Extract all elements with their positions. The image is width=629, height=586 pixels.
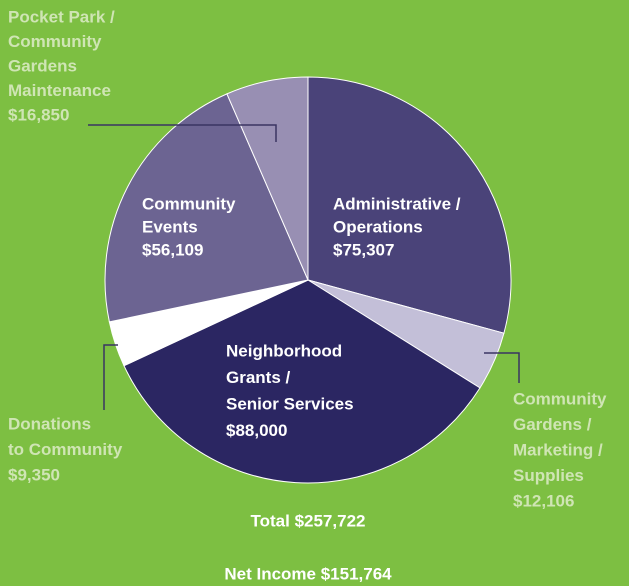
slice-label: Neighborhood xyxy=(226,341,342,360)
slice-label: Community xyxy=(513,389,607,408)
slice-label: Senior Services xyxy=(226,394,354,413)
pie-slice xyxy=(226,76,309,281)
value-label: $16,850 xyxy=(8,105,69,124)
slice-label: Operations xyxy=(333,217,423,236)
slice-label: Pocket Park / xyxy=(8,7,115,26)
slice-label: Gardens xyxy=(8,56,77,75)
value-label: $9,350 xyxy=(8,465,60,484)
slice-label: Events xyxy=(142,217,198,236)
slice-label: Marketing / xyxy=(513,440,603,459)
slice-label: Donations xyxy=(8,414,91,433)
pie-slice xyxy=(307,76,512,334)
slice-label: to Community xyxy=(8,440,123,459)
net-income-label: Net Income $151,764 xyxy=(224,564,392,583)
slice-label: Grants / xyxy=(226,368,291,387)
leader-line xyxy=(103,344,118,410)
leader-line xyxy=(484,352,520,383)
value-label: $12,106 xyxy=(513,491,574,510)
total-label: Total $257,722 xyxy=(251,511,366,530)
slice-label: Maintenance xyxy=(8,81,111,100)
slice-label: Administrative / xyxy=(333,194,461,213)
value-label: $88,000 xyxy=(226,421,287,440)
leader-line xyxy=(88,124,277,142)
pie-slice xyxy=(123,279,481,484)
pie-slice xyxy=(104,93,309,323)
slice-label: Community xyxy=(8,32,102,51)
value-label: $75,307 xyxy=(333,240,394,259)
value-label: $56,109 xyxy=(142,240,203,259)
slice-label: Community xyxy=(142,194,236,213)
slice-label: Supplies xyxy=(513,466,584,485)
slice-label: Gardens / xyxy=(513,415,592,434)
